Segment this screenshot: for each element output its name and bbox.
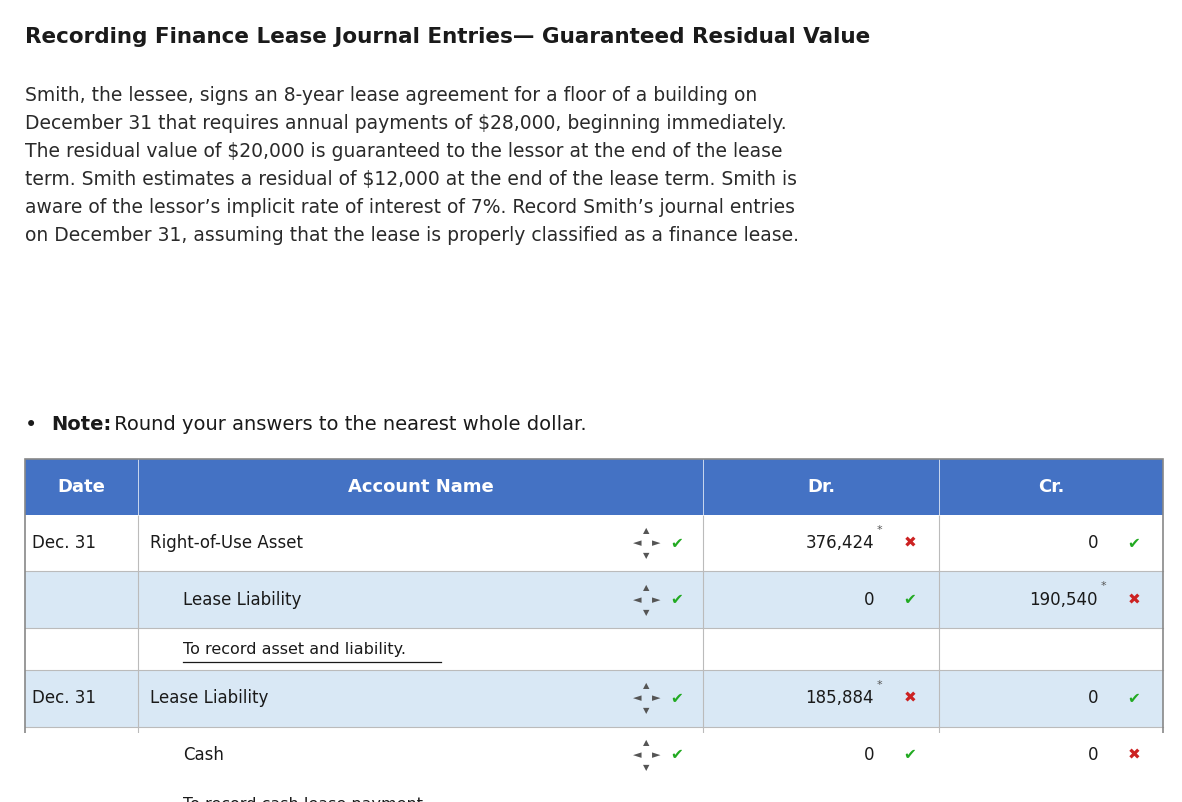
- Text: 185,884: 185,884: [805, 690, 873, 707]
- Text: 190,540: 190,540: [1030, 590, 1098, 609]
- Text: ▲: ▲: [643, 738, 650, 747]
- Text: Dec. 31: Dec. 31: [32, 690, 96, 707]
- Text: Smith, the lessee, signs an 8-year lease agreement for a floor of a building on
: Smith, the lessee, signs an 8-year lease…: [25, 86, 799, 245]
- Text: ►: ►: [651, 694, 660, 703]
- Text: 0: 0: [864, 746, 873, 764]
- Text: *: *: [876, 525, 882, 535]
- Text: ✖: ✖: [903, 691, 916, 706]
- FancyBboxPatch shape: [25, 515, 1163, 572]
- Text: •: •: [25, 415, 37, 435]
- Text: ✔: ✔: [903, 747, 916, 762]
- Text: ✖: ✖: [903, 536, 916, 551]
- Text: Date: Date: [58, 478, 105, 496]
- Text: ▲: ▲: [643, 526, 650, 536]
- Text: Lease Liability: Lease Liability: [150, 690, 268, 707]
- Text: ◄: ◄: [632, 594, 642, 605]
- Text: ▼: ▼: [643, 763, 650, 772]
- FancyBboxPatch shape: [25, 727, 1163, 783]
- Text: 0: 0: [1087, 690, 1098, 707]
- FancyBboxPatch shape: [25, 572, 1163, 628]
- Text: ✔: ✔: [1128, 691, 1141, 706]
- Text: 0: 0: [864, 590, 873, 609]
- Text: Dr.: Dr.: [807, 478, 834, 496]
- Text: ►: ►: [651, 750, 660, 759]
- Text: ✔: ✔: [670, 691, 683, 706]
- Text: ►: ►: [651, 594, 660, 605]
- FancyBboxPatch shape: [25, 459, 1163, 515]
- Text: ✖: ✖: [1128, 747, 1141, 762]
- Text: ✔: ✔: [1128, 536, 1141, 551]
- Text: *: *: [1100, 581, 1106, 592]
- Text: ▲: ▲: [643, 583, 650, 592]
- Text: Right-of-Use Asset: Right-of-Use Asset: [150, 534, 303, 553]
- FancyBboxPatch shape: [25, 670, 1163, 727]
- Text: 0: 0: [1087, 534, 1098, 553]
- Text: Note:: Note:: [51, 415, 111, 434]
- Text: ◄: ◄: [632, 750, 642, 759]
- Text: ✔: ✔: [670, 747, 683, 762]
- Text: Recording Finance Lease Journal Entries— Guaranteed Residual Value: Recording Finance Lease Journal Entries—…: [25, 27, 870, 47]
- Text: ✖: ✖: [1128, 592, 1141, 607]
- Text: 376,424: 376,424: [805, 534, 873, 553]
- Text: Dec. 31: Dec. 31: [32, 534, 96, 553]
- Text: ✔: ✔: [903, 592, 916, 607]
- Text: ✔: ✔: [670, 536, 683, 551]
- Text: Cash: Cash: [183, 746, 223, 764]
- FancyBboxPatch shape: [25, 783, 1163, 802]
- Text: Cr.: Cr.: [1038, 478, 1064, 496]
- Text: Round your answers to the nearest whole dollar.: Round your answers to the nearest whole …: [108, 415, 586, 434]
- Text: ▼: ▼: [643, 608, 650, 617]
- Text: ◄: ◄: [632, 538, 642, 549]
- Text: To record asset and liability.: To record asset and liability.: [183, 642, 405, 657]
- Text: To record cash lease payment: To record cash lease payment: [183, 796, 423, 802]
- Text: ▼: ▼: [643, 551, 650, 561]
- Text: ►: ►: [651, 538, 660, 549]
- FancyBboxPatch shape: [25, 628, 1163, 670]
- Text: ▼: ▼: [643, 707, 650, 715]
- Text: *: *: [876, 680, 882, 691]
- Text: ✔: ✔: [670, 592, 683, 607]
- Text: Account Name: Account Name: [348, 478, 493, 496]
- Text: 0: 0: [1087, 746, 1098, 764]
- Text: ▲: ▲: [643, 682, 650, 691]
- Text: ◄: ◄: [632, 694, 642, 703]
- Text: Lease Liability: Lease Liability: [183, 590, 301, 609]
